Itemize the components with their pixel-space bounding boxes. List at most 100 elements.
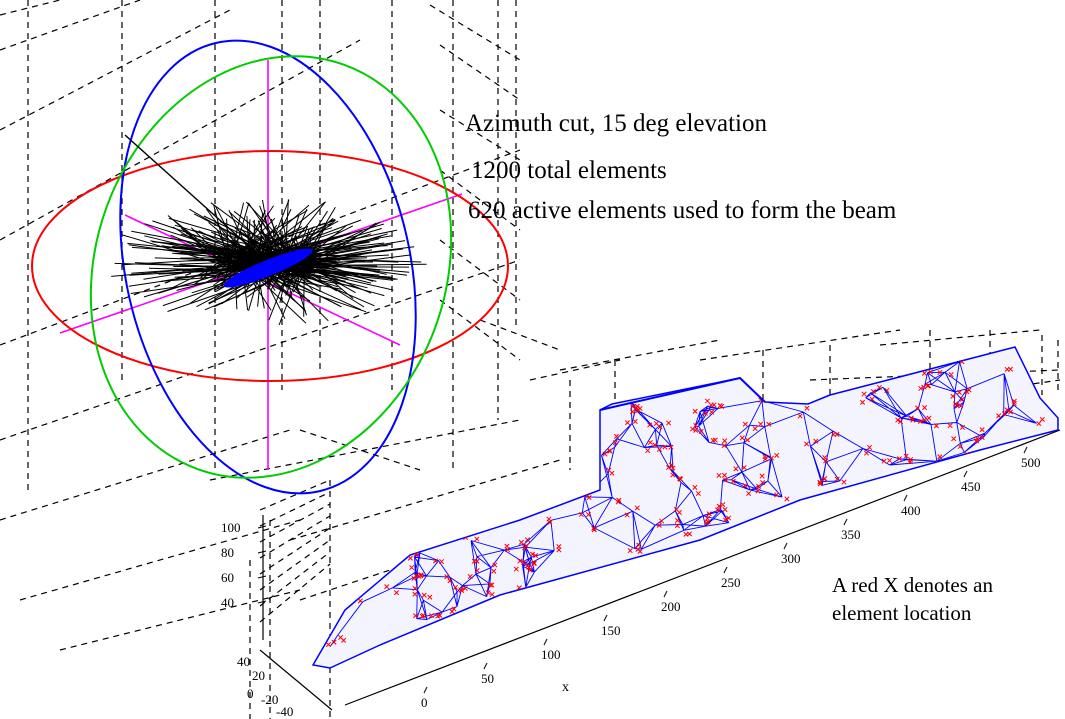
beam-spike — [234, 254, 272, 311]
superstructure-edge — [599, 376, 766, 411]
x-tick-mark — [543, 638, 548, 646]
grid-diagonal-line — [439, 44, 521, 101]
x-tick-mark — [963, 470, 968, 478]
x-tick-mark — [843, 518, 848, 526]
main-lobe-line — [124, 134, 263, 259]
z-tick-mark — [257, 550, 267, 554]
annotation-red-x-note: A red X denotes an element location — [832, 571, 993, 627]
elevation-ring-red — [31, 150, 509, 382]
beam-spike — [148, 267, 250, 272]
beam-spike — [299, 233, 372, 258]
grid-floor-line — [259, 503, 331, 543]
grid-diagonal-line — [439, 169, 521, 231]
x-tick-mark — [483, 662, 488, 670]
beam-spike — [304, 269, 365, 308]
x-tick-label: 150 — [601, 623, 621, 638]
beam-spike — [213, 204, 231, 269]
x-tick-label: 50 — [481, 671, 494, 686]
grid-diagonal-line — [0, 0, 141, 51]
elevation-ring-green — [89, 55, 453, 479]
grid-floor-line — [259, 515, 331, 559]
annotation-azimuth-cut: Azimuth cut, 15 deg elevation — [465, 110, 768, 137]
x-tick-label: 300 — [781, 551, 801, 566]
beam-spike — [280, 268, 305, 288]
grid-diagonal-line — [529, 359, 621, 381]
beam-spikes — [111, 199, 427, 326]
note-line-2: element location — [832, 601, 972, 625]
annotation-active-elements: 620 active elements used to form the bea… — [468, 197, 897, 224]
beam-spike — [208, 222, 254, 261]
beam-spike — [236, 222, 333, 263]
grid-floor-line — [259, 479, 331, 511]
beam-spike — [272, 264, 329, 322]
grid-diagonal-line — [0, 429, 291, 521]
beam-spike — [228, 238, 239, 254]
beam-spike — [266, 212, 287, 254]
grid-diagonal-line — [439, 239, 521, 301]
x-axis-label: x — [562, 680, 569, 695]
beam-spike — [290, 217, 334, 254]
grid-diagonal-line — [19, 519, 301, 601]
grid-diagonal-line — [0, 39, 361, 241]
beam-spike — [190, 227, 235, 271]
beam-spike — [219, 260, 232, 264]
grid-floor-line — [259, 551, 331, 607]
beam-spike — [230, 209, 308, 256]
beam-spike — [240, 210, 266, 258]
z-tick-label: 60 — [221, 570, 234, 585]
z-tick-label: 40 — [221, 595, 234, 610]
beam-spike — [111, 262, 264, 277]
ship-axes: 050100150200250300350400450500x100806040… — [221, 429, 1061, 719]
x-tick-mark — [723, 566, 728, 574]
x-tick-mark — [423, 686, 428, 694]
z-tick-mark — [257, 575, 267, 579]
grid-diagonal-line — [289, 459, 561, 541]
grid-diagonal-line — [429, 4, 521, 61]
grid-diagonal-line — [0, 0, 61, 16]
beam-spike — [253, 223, 384, 261]
grid-diagonal-line — [0, 9, 231, 131]
z-tick-label: 80 — [221, 545, 234, 560]
note-line-1: A red X denotes an — [832, 573, 993, 597]
array-core — [223, 248, 313, 288]
grid-diagonal-line — [439, 299, 521, 361]
beam-spike — [203, 215, 295, 261]
x-tick-mark — [783, 542, 788, 550]
grid-floor-line — [259, 491, 331, 527]
grid-diagonal-line — [559, 339, 721, 371]
grid-diagonal-line — [209, 419, 521, 481]
x-tick-label: 200 — [661, 599, 681, 614]
x-tick-label: 0 — [421, 695, 428, 710]
grid-diagonal-line — [0, 259, 521, 441]
beam-spike — [303, 268, 305, 317]
x-tick-mark — [603, 614, 608, 622]
grid-floor-line — [259, 539, 331, 591]
x-tick-label: 350 — [841, 527, 861, 542]
y-tick-label: 20 — [252, 668, 265, 683]
y-tick-label: -40 — [276, 704, 293, 719]
ship-mesh-model — [311, 346, 1059, 669]
x-tick-label: 400 — [901, 503, 921, 518]
x-tick-mark — [663, 590, 668, 598]
z-tick-label: 100 — [221, 520, 241, 535]
beam-spike — [228, 226, 303, 268]
ship-mesh-triangles — [325, 354, 1045, 648]
x-tick-label: 100 — [541, 647, 561, 662]
x-tick-label: 500 — [1021, 455, 1041, 470]
grid-diagonal-line — [879, 329, 1041, 346]
x-tick-mark — [903, 494, 908, 502]
y-tick-label: 40 — [237, 654, 250, 669]
y-axis-line — [259, 649, 333, 711]
beam-pattern-plot — [31, 39, 509, 495]
beam-spike — [122, 234, 234, 269]
beam-spike — [250, 252, 372, 284]
grid-floor-line — [259, 563, 331, 623]
beam-spike — [291, 263, 427, 267]
beam-spike — [270, 269, 342, 308]
x-tick-label: 250 — [721, 575, 741, 590]
z-tick-mark — [257, 525, 267, 529]
beam-spike — [246, 215, 250, 258]
beam-spike — [296, 266, 301, 288]
mesh-edges — [330, 361, 1037, 647]
